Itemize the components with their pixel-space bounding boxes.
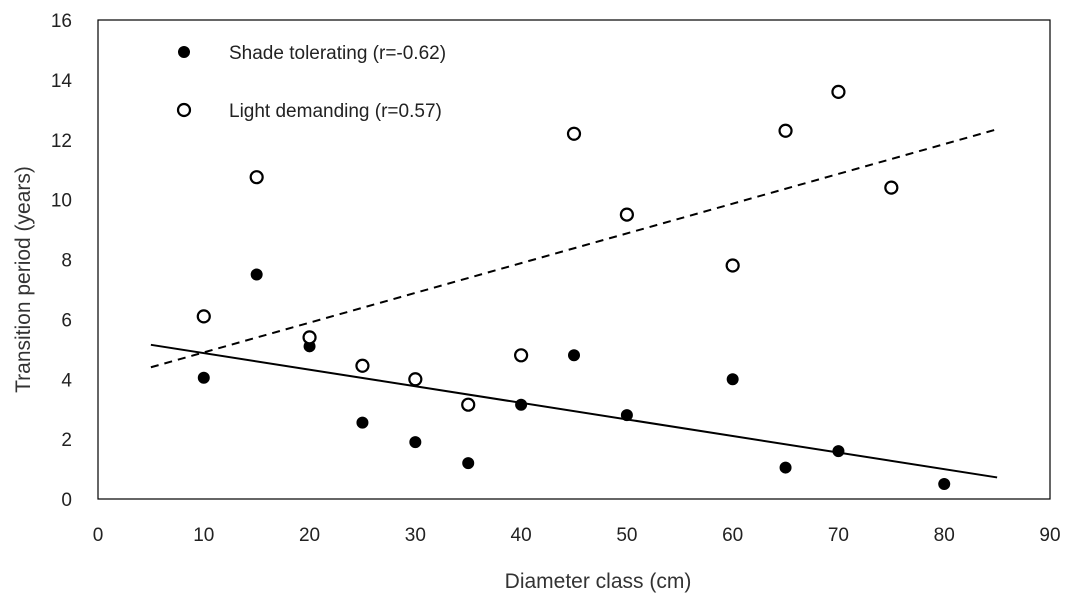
plot-frame bbox=[97, 19, 1051, 500]
legend-marker bbox=[176, 102, 192, 118]
shade-tolerating-point bbox=[568, 349, 580, 362]
x-tick-label: 50 bbox=[616, 525, 637, 546]
y-tick-label: 10 bbox=[51, 191, 72, 212]
light-demanding-point bbox=[566, 126, 582, 141]
light-demanding-point bbox=[514, 348, 529, 363]
shade-tolerating-point bbox=[409, 436, 422, 449]
light-demanding-point bbox=[619, 207, 634, 222]
legend-marker bbox=[178, 46, 190, 58]
x-tick-label: 40 bbox=[511, 525, 532, 546]
legend: Shade tolerating (r=-0.62) Light demandin… bbox=[176, 43, 446, 122]
y-tick-label: 0 bbox=[61, 490, 72, 511]
shade-tolerating-point bbox=[832, 445, 845, 458]
x-tick-labels: 0 10 20 30 40 50 60 70 80 90 bbox=[93, 525, 1061, 546]
light-demanding-point bbox=[725, 258, 740, 273]
light-demanding-point bbox=[461, 397, 476, 412]
y-tick-label: 4 bbox=[61, 370, 72, 391]
x-tick-label: 10 bbox=[193, 525, 214, 546]
y-tick-labels: 0 2 4 6 8 10 12 14 16 bbox=[51, 11, 73, 511]
light-demanding-point bbox=[778, 123, 793, 138]
y-axis-title: Transition period (years) bbox=[12, 166, 35, 393]
y-tick-label: 6 bbox=[61, 310, 72, 331]
y-tick-label: 16 bbox=[51, 11, 72, 32]
shade-tolerating-point bbox=[726, 373, 739, 386]
x-tick-label: 0 bbox=[93, 525, 104, 546]
x-tick-label: 80 bbox=[934, 525, 955, 546]
y-tick-label: 14 bbox=[51, 71, 73, 92]
shade-tolerating-trendline bbox=[150, 343, 998, 479]
y-tick-label: 2 bbox=[61, 430, 72, 451]
x-tick-label: 20 bbox=[299, 525, 320, 546]
light-demanding-point bbox=[249, 170, 264, 185]
light-demanding-point bbox=[884, 180, 899, 195]
light-demanding-point bbox=[831, 84, 846, 99]
y-tick-label: 12 bbox=[51, 131, 72, 152]
shade-tolerating-point bbox=[938, 478, 951, 491]
light-demanding-trendline bbox=[150, 128, 998, 369]
shade-tolerating-point bbox=[462, 457, 475, 470]
data-points bbox=[196, 84, 951, 491]
light-demanding-point bbox=[408, 372, 423, 387]
plot-border bbox=[97, 19, 1051, 500]
x-axis-title: Diameter class (cm) bbox=[505, 570, 692, 593]
legend-label: Shade tolerating (r=-0.62) bbox=[229, 43, 446, 64]
light-demanding-point bbox=[196, 309, 211, 324]
shade-tolerating-point bbox=[250, 268, 263, 281]
trendlines bbox=[150, 128, 998, 479]
x-tick-label: 30 bbox=[405, 525, 426, 546]
shade-tolerating-point bbox=[779, 461, 792, 474]
shade-tolerating-point bbox=[515, 398, 528, 411]
shade-tolerating-point bbox=[620, 409, 633, 422]
x-tick-label: 70 bbox=[828, 525, 849, 546]
legend-label: Light demanding (r=0.57) bbox=[229, 101, 442, 122]
light-demanding-point bbox=[302, 330, 317, 345]
shade-tolerating-point bbox=[197, 371, 210, 384]
shade-tolerating-point bbox=[356, 416, 369, 429]
light-demanding-point bbox=[355, 358, 370, 373]
x-tick-label: 90 bbox=[1039, 525, 1060, 546]
y-tick-label: 8 bbox=[61, 251, 72, 272]
x-tick-label: 60 bbox=[722, 525, 743, 546]
